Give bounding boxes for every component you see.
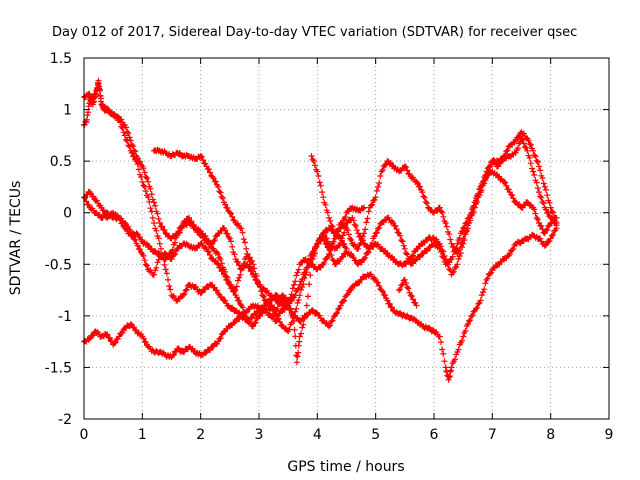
series-track-4 [81, 135, 560, 319]
marker-trace [308, 153, 367, 237]
x-tick-label: 3 [255, 427, 264, 443]
x-tick-label: 9 [605, 427, 614, 443]
x-tick-label: 1 [138, 427, 147, 443]
y-tick-label: 0.5 [50, 154, 72, 170]
marker-trace [396, 276, 420, 309]
x-tick-label: 4 [313, 427, 322, 443]
series-track-5 [151, 146, 350, 309]
chart-title: Day 012 of 2017, Sidereal Day-to-day VTE… [52, 25, 577, 40]
data-marks [81, 77, 560, 383]
y-tick-label: -2 [58, 412, 72, 428]
y-tick-labels: 1.5 1 0.5 0 -0.5 -1 -1.5 -2 [45, 51, 72, 428]
series-track-7 [308, 153, 367, 237]
axis-ticks [83, 57, 610, 420]
marker-trace [81, 302, 280, 361]
series-track-3 [81, 168, 560, 335]
y-tick-label: 1.5 [50, 51, 72, 67]
y-tick-label: -1.5 [45, 360, 72, 376]
marker-trace [81, 168, 560, 335]
marker-trace [81, 135, 560, 319]
series-track-1 [81, 77, 560, 383]
x-tick-label: 6 [430, 427, 439, 443]
y-tick-label: -0.5 [45, 257, 72, 273]
series-track-6 [81, 302, 280, 361]
x-tick-labels: 0 1 2 3 4 5 6 7 8 9 [80, 427, 614, 443]
x-tick-label: 0 [80, 427, 89, 443]
x-tick-label: 8 [546, 427, 555, 443]
x-tick-label: 2 [196, 427, 205, 443]
x-tick-label: 7 [488, 427, 497, 443]
series-track-8 [396, 276, 420, 309]
marker-trace [151, 146, 350, 309]
y-tick-label: -1 [58, 309, 72, 325]
plot-frame [83, 57, 610, 420]
y-axis-label: SDTVAR / TECUs [8, 181, 24, 296]
x-axis-label: GPS time / hours [287, 459, 404, 475]
y-tick-label: 0 [63, 206, 72, 222]
x-tick-label: 5 [371, 427, 380, 443]
marker-trace [81, 77, 560, 383]
y-tick-label: 1 [63, 103, 72, 119]
